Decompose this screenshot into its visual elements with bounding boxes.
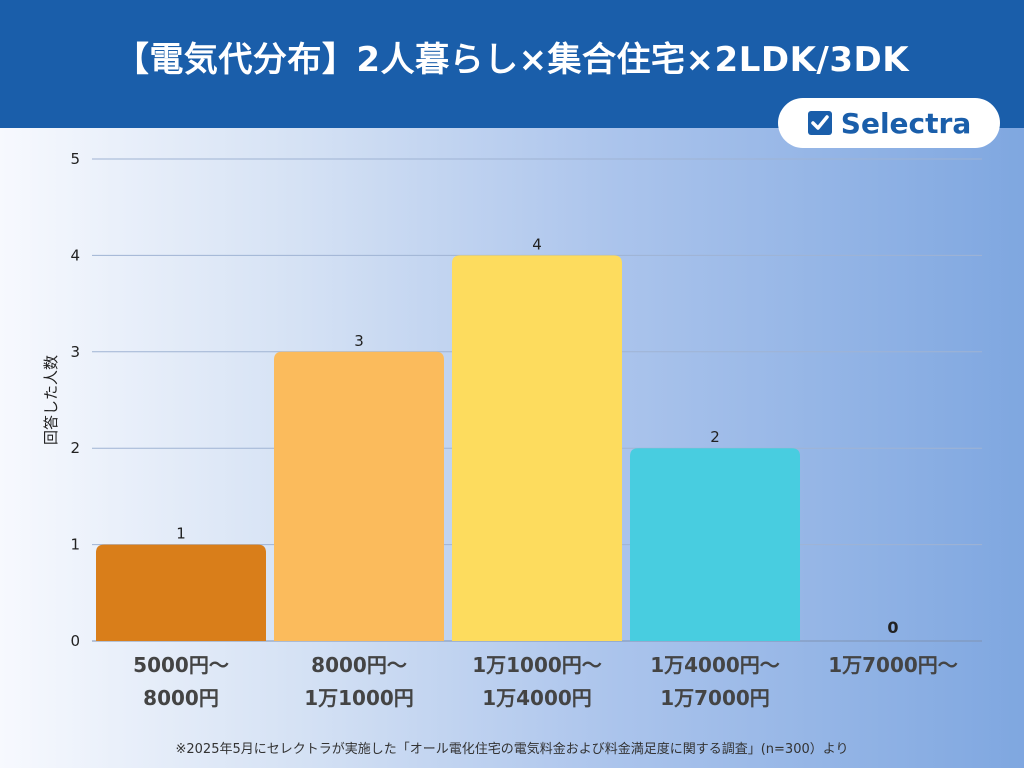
y-tick-label: 5 [70,150,80,168]
x-tick-label: 1万4000円〜 1万7000円 [650,653,780,710]
bar [452,255,622,641]
y-tick-label: 1 [70,536,80,554]
x-tick-label: 1万7000円〜 [828,653,958,677]
y-tick-label: 4 [70,246,80,264]
logo-text: Selectra [840,106,972,140]
data-label: 2 [710,428,720,446]
data-label: 0 [887,618,898,637]
y-tick-label: 2 [70,439,80,457]
x-tick-label: 1万1000円〜 1万4000円 [472,653,602,710]
selectra-logo: Selectra [778,98,1000,148]
data-label: 4 [532,235,542,253]
y-tick-label: 0 [70,632,80,650]
bar [630,448,800,641]
y-tick-label: 3 [70,343,80,361]
bar [96,544,266,641]
footnote: ※2025年5月にセレクトラが実施した「オール電化住宅の電気料金および料金満足度… [175,742,849,757]
page-title: 【電気代分布】2人暮らし×集合住宅×2LDK/3DK [114,40,910,80]
y-axis-label: 回答した人数 [42,355,60,445]
bar [274,351,444,641]
x-tick-label: 5000円〜 8000円 [133,653,229,710]
data-label: 1 [176,525,186,543]
data-label: 3 [354,332,364,350]
x-tick-label: 8000円〜 1万1000円 [304,653,414,710]
checkbox-check-icon [807,111,832,135]
